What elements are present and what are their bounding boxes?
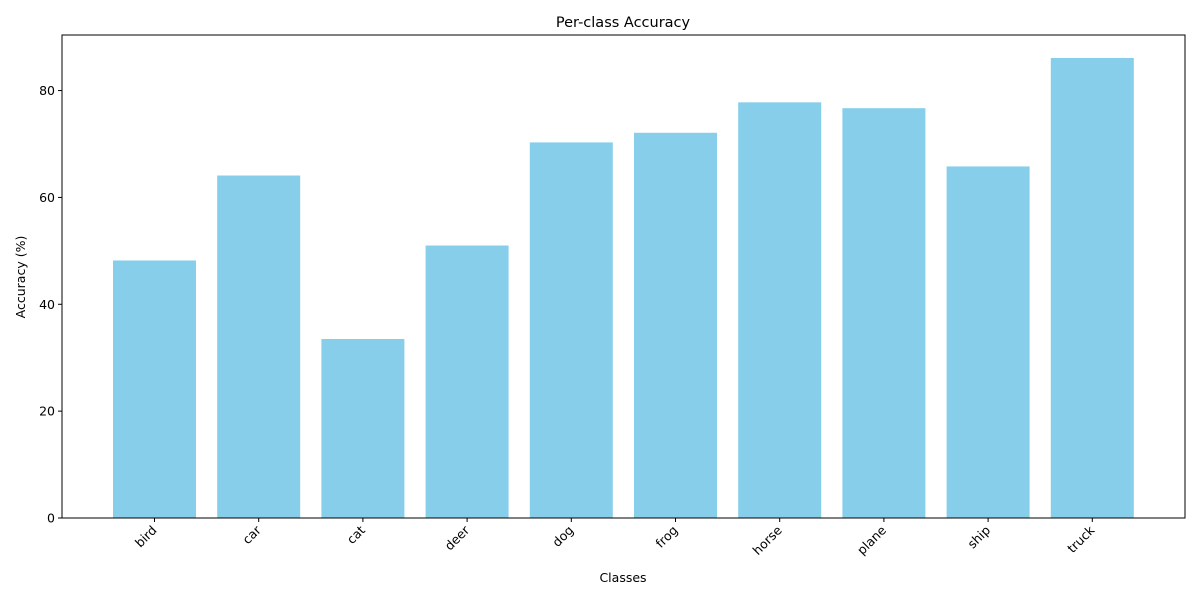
y-tick-label-40: 40 [39, 297, 55, 312]
x-tick-label-deer: deer [441, 522, 472, 553]
bar-dog [529, 142, 613, 518]
x-tick-label-cat: cat [344, 522, 368, 546]
x-tick-label-frog: frog [652, 523, 680, 551]
plot-frame [61, 34, 1186, 519]
y-tick-label-20: 20 [39, 404, 55, 419]
x-tick-label-horse: horse [750, 522, 786, 558]
bar-truck [1050, 57, 1134, 519]
chart-title: Per-class Accuracy [556, 15, 691, 31]
y-tick-label-0: 0 [47, 511, 55, 526]
x-tick-label-ship: ship [964, 522, 993, 551]
bar-deer [425, 245, 509, 519]
x-axis-label: Classes [599, 570, 646, 585]
x-tick-label-dog: dog [549, 523, 576, 550]
x-tick-label-plane: plane [854, 522, 889, 557]
bar-plane [842, 108, 926, 519]
x-tick-label-bird: bird [132, 523, 160, 551]
bar-frog [634, 132, 717, 518]
x-axis: bird car cat deer dog frog horse plane ship truck [132, 518, 1098, 558]
y-axis-label: Accuracy (%) [13, 236, 28, 319]
bar-bird [113, 260, 196, 518]
y-axis: 0 20 40 60 80 [39, 83, 62, 526]
bars-group [113, 57, 1134, 519]
bar-horse [738, 102, 822, 518]
bar-ship [946, 166, 1030, 518]
x-tick-label-car: car [239, 522, 264, 547]
y-tick-label-60: 60 [39, 190, 55, 205]
x-tick-label-truck: truck [1064, 522, 1098, 556]
y-tick-label-80: 80 [39, 83, 55, 98]
bar-car [217, 175, 301, 518]
bar-cat [321, 339, 405, 518]
